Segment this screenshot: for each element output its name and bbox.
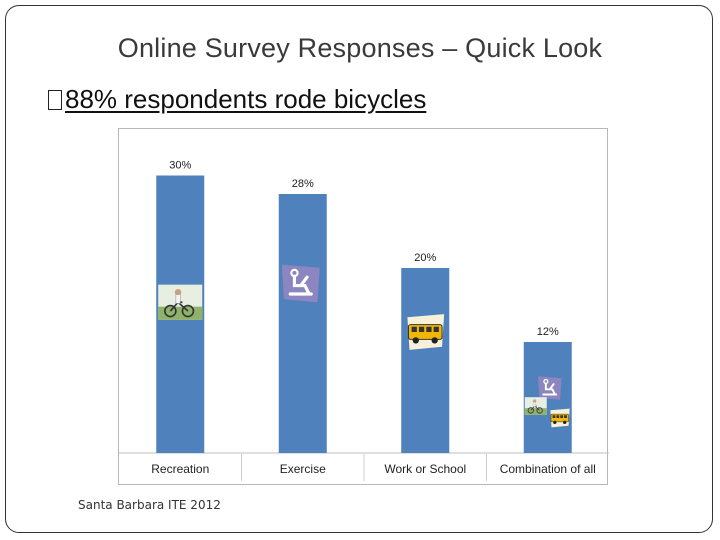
bullet-point: 88% respondents rode bicycles — [48, 84, 426, 115]
slide-frame — [5, 5, 713, 533]
bar-exercise — [278, 194, 327, 453]
category-label: Exercise — [280, 462, 326, 476]
category-label: Work or School — [384, 462, 466, 476]
footer-credit: Santa Barbara ITE 2012 — [78, 498, 221, 512]
data-label: 12% — [537, 326, 559, 338]
data-label: 28% — [292, 178, 314, 190]
cyclists-photo-icon — [158, 284, 203, 320]
school-bus-icon — [550, 408, 570, 428]
bar-work-or-school — [401, 268, 450, 453]
bar-chart: 30% Recreation 28% Exercise 20% Work or Schoo… — [118, 128, 609, 485]
category-label: Combination of all — [500, 462, 596, 476]
slide-title: Online Survey Responses – Quick Look — [117, 33, 603, 63]
category-label: Recreation — [151, 462, 209, 476]
data-label: 30% — [169, 160, 191, 172]
exercise-bike-icon — [281, 264, 320, 303]
chart-svg: 30% Recreation 28% Exercise 20% Work or Schoo… — [119, 160, 609, 481]
exercise-bike-icon — [538, 376, 562, 400]
cyclists-photo-icon — [524, 397, 547, 415]
bullet-text: 88% respondents rode bicycles — [65, 84, 427, 114]
school-bus-icon — [407, 314, 445, 350]
data-label: 20% — [414, 252, 436, 264]
bullet-box-icon — [48, 90, 62, 110]
